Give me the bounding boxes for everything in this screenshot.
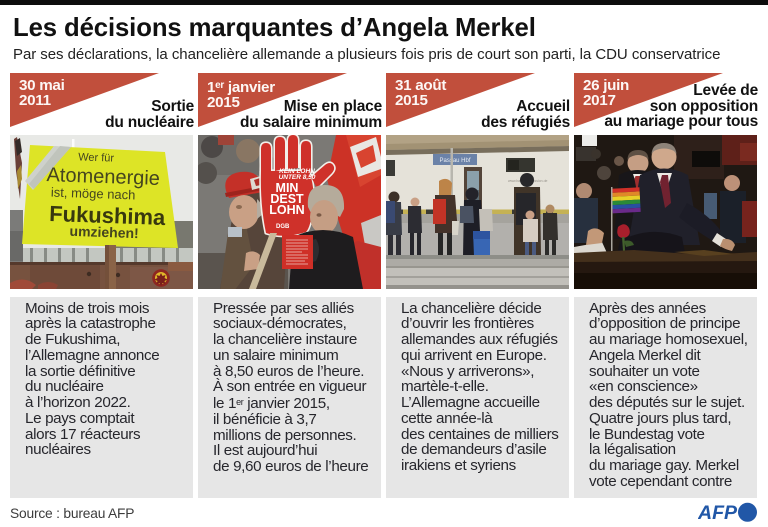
svg-text:umziehen!: umziehen! <box>69 223 139 241</box>
svg-text:Passau Hbf: Passau Hbf <box>439 158 470 164</box>
svg-text:AFP: AFP <box>698 502 738 524</box>
svg-text:LOHN: LOHN <box>269 203 304 217</box>
svg-text:UNTER 8,50: UNTER 8,50 <box>279 174 316 181</box>
svg-text:DGB: DGB <box>276 224 290 230</box>
svg-text:MIN: MIN <box>276 181 299 195</box>
svg-text:DEST: DEST <box>270 192 304 206</box>
svg-text:Wer für: Wer für <box>78 151 115 164</box>
svg-text:KEIN LOHN: KEIN LOHN <box>279 168 315 175</box>
svg-text:Fukushima: Fukushima <box>49 201 167 230</box>
svg-text:Atomenergie: Atomenergie <box>46 164 160 190</box>
svg-text:ist, möge nach: ist, möge nach <box>51 185 136 203</box>
